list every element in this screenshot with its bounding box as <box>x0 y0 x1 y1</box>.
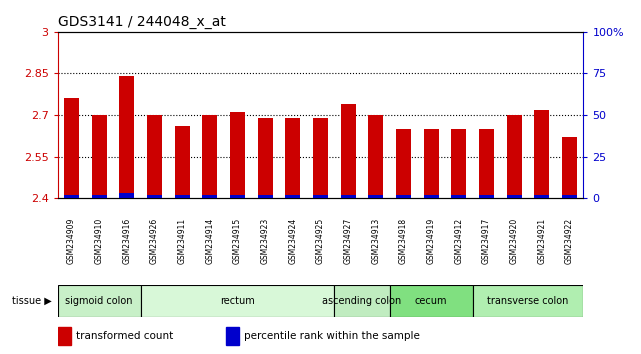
Bar <box>58 327 71 345</box>
Text: GSM234923: GSM234923 <box>261 218 270 264</box>
Bar <box>203 195 217 198</box>
Text: GSM234913: GSM234913 <box>371 218 380 264</box>
Text: tissue ▶: tissue ▶ <box>12 296 51 306</box>
Bar <box>451 129 467 198</box>
Bar <box>285 195 301 198</box>
Bar <box>92 115 107 198</box>
Bar <box>64 98 79 198</box>
Bar <box>226 327 239 345</box>
Bar <box>119 76 135 198</box>
Text: GSM234910: GSM234910 <box>95 218 104 264</box>
Text: GSM234916: GSM234916 <box>122 218 131 264</box>
Bar <box>340 195 356 198</box>
Text: GSM234925: GSM234925 <box>316 218 325 264</box>
Bar <box>258 118 273 198</box>
Bar <box>368 115 383 198</box>
Bar <box>424 195 439 198</box>
Bar <box>174 126 190 198</box>
Text: GSM234918: GSM234918 <box>399 218 408 264</box>
Bar <box>174 195 190 198</box>
Bar <box>479 195 494 198</box>
Bar <box>140 285 335 317</box>
Text: GSM234924: GSM234924 <box>288 218 297 264</box>
Text: cecum: cecum <box>415 296 447 306</box>
Text: GSM234914: GSM234914 <box>205 218 214 264</box>
Bar <box>534 109 549 198</box>
Bar <box>396 129 411 198</box>
Bar <box>230 112 245 198</box>
Bar <box>472 285 583 317</box>
Bar <box>203 115 217 198</box>
Bar <box>335 285 390 317</box>
Bar <box>506 195 522 198</box>
Text: GSM234927: GSM234927 <box>344 218 353 264</box>
Text: transformed count: transformed count <box>76 331 173 341</box>
Text: GSM234912: GSM234912 <box>454 218 463 264</box>
Bar <box>147 115 162 198</box>
Bar <box>534 195 549 198</box>
Bar <box>506 115 522 198</box>
Bar <box>424 129 439 198</box>
Bar <box>285 118 301 198</box>
Text: GSM234922: GSM234922 <box>565 218 574 264</box>
Text: GSM234917: GSM234917 <box>482 218 491 264</box>
Bar <box>230 195 245 198</box>
Bar <box>64 195 79 198</box>
Bar <box>147 195 162 198</box>
Text: GSM234911: GSM234911 <box>178 218 187 264</box>
Text: transverse colon: transverse colon <box>487 296 569 306</box>
Bar <box>396 195 411 198</box>
Bar <box>313 118 328 198</box>
Bar <box>313 195 328 198</box>
Bar <box>562 137 577 198</box>
Text: sigmoid colon: sigmoid colon <box>65 296 133 306</box>
Text: GSM234909: GSM234909 <box>67 217 76 264</box>
Bar <box>479 129 494 198</box>
Text: GSM234926: GSM234926 <box>150 218 159 264</box>
Bar <box>562 195 577 198</box>
Text: GSM234915: GSM234915 <box>233 218 242 264</box>
Text: ascending colon: ascending colon <box>322 296 402 306</box>
Bar <box>58 285 140 317</box>
Text: percentile rank within the sample: percentile rank within the sample <box>244 331 420 341</box>
Text: rectum: rectum <box>220 296 255 306</box>
Text: GSM234921: GSM234921 <box>537 218 546 264</box>
Bar <box>390 285 472 317</box>
Text: GDS3141 / 244048_x_at: GDS3141 / 244048_x_at <box>58 16 226 29</box>
Text: GSM234919: GSM234919 <box>427 218 436 264</box>
Bar <box>92 195 107 198</box>
Bar <box>368 195 383 198</box>
Bar <box>119 193 135 198</box>
Bar <box>258 195 273 198</box>
Bar <box>451 195 467 198</box>
Text: GSM234920: GSM234920 <box>510 218 519 264</box>
Bar <box>340 104 356 198</box>
